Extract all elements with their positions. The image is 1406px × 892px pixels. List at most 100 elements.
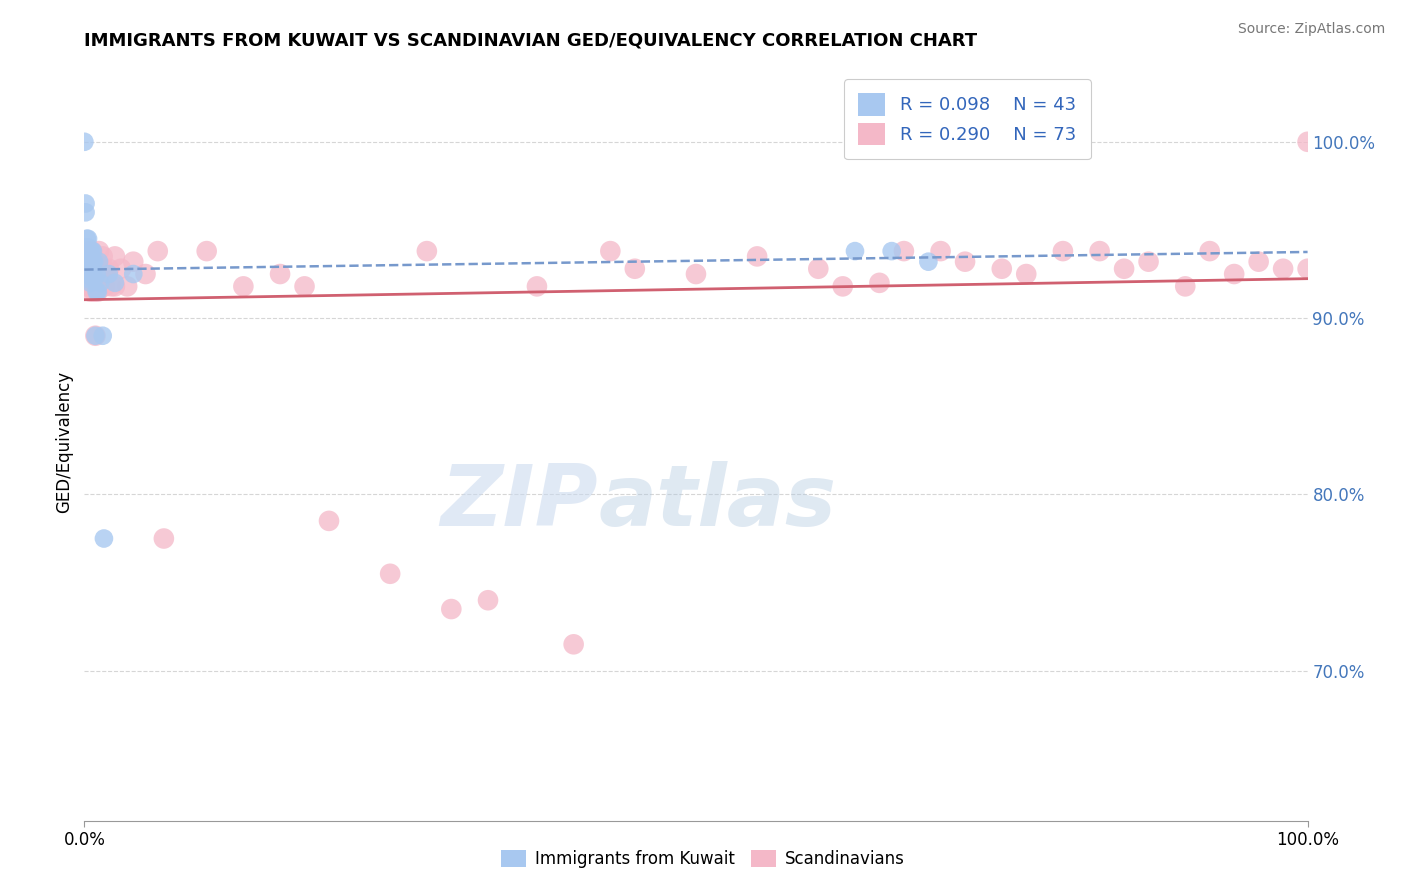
Point: [87, 285, 110, 299]
Point: [77, 241, 100, 255]
Point: [93, 532, 115, 546]
Point: [77, 244, 100, 259]
Point: [929, 244, 952, 259]
Point: [76, 232, 98, 246]
Point: [76, 258, 98, 272]
Point: [115, 279, 138, 293]
Y-axis label: GED/Equivalency: GED/Equivalency: [55, 370, 73, 513]
Point: [77, 261, 100, 276]
Point: [917, 254, 939, 268]
Point: [844, 244, 866, 259]
Legend: Immigrants from Kuwait, Scandinavians: Immigrants from Kuwait, Scandinavians: [495, 843, 911, 875]
Point: [599, 244, 621, 259]
Point: [84, 328, 107, 343]
Point: [75, 249, 97, 263]
Point: [77, 267, 100, 281]
Point: [82, 249, 104, 263]
Point: [807, 261, 830, 276]
Point: [82, 254, 104, 268]
Point: [1015, 267, 1038, 281]
Point: [77, 249, 100, 263]
Point: [1137, 254, 1160, 268]
Point: [953, 254, 976, 268]
Point: [1296, 135, 1319, 149]
Point: [104, 279, 127, 293]
Point: [440, 602, 463, 616]
Point: [269, 267, 291, 281]
Point: [77, 249, 100, 263]
Point: [79, 249, 101, 263]
Point: [77, 258, 100, 272]
Point: [83, 285, 105, 299]
Point: [93, 261, 115, 276]
Legend: R = 0.098    N = 43, R = 0.290    N = 73: R = 0.098 N = 43, R = 0.290 N = 73: [844, 79, 1091, 159]
Point: [80, 267, 103, 281]
Point: [87, 285, 110, 299]
Point: [104, 276, 127, 290]
Point: [75, 261, 97, 276]
Point: [79, 244, 101, 259]
Point: [89, 276, 111, 290]
Point: [75, 196, 97, 211]
Point: [880, 244, 903, 259]
Point: [83, 272, 105, 286]
Point: [318, 514, 340, 528]
Point: [294, 279, 316, 293]
Point: [76, 279, 98, 293]
Point: [82, 267, 104, 281]
Point: [86, 285, 108, 299]
Point: [79, 249, 101, 263]
Point: [110, 261, 132, 276]
Point: [893, 244, 915, 259]
Point: [86, 267, 108, 281]
Point: [97, 267, 120, 281]
Point: [83, 261, 105, 276]
Point: [96, 267, 118, 281]
Point: [77, 249, 100, 263]
Point: [195, 244, 218, 259]
Point: [1296, 261, 1319, 276]
Point: [97, 261, 120, 276]
Point: [416, 244, 439, 259]
Point: [77, 232, 100, 246]
Point: [232, 279, 254, 293]
Point: [991, 261, 1014, 276]
Point: [869, 276, 891, 290]
Point: [77, 258, 100, 272]
Point: [153, 532, 176, 546]
Point: [685, 267, 707, 281]
Point: [83, 254, 105, 268]
Point: [79, 285, 101, 299]
Point: [86, 261, 108, 276]
Text: atlas: atlas: [598, 460, 837, 544]
Point: [122, 267, 145, 281]
Point: [79, 261, 101, 276]
Point: [1198, 244, 1220, 259]
Point: [80, 244, 103, 259]
Point: [73, 249, 96, 263]
Point: [1088, 244, 1111, 259]
Point: [79, 261, 101, 276]
Point: [1052, 244, 1074, 259]
Point: [87, 254, 110, 268]
Point: [831, 279, 853, 293]
Point: [526, 279, 548, 293]
Text: IMMIGRANTS FROM KUWAIT VS SCANDINAVIAN GED/EQUIVALENCY CORRELATION CHART: IMMIGRANTS FROM KUWAIT VS SCANDINAVIAN G…: [84, 32, 977, 50]
Point: [75, 205, 97, 219]
Point: [477, 593, 499, 607]
Point: [135, 267, 157, 281]
Point: [100, 279, 122, 293]
Point: [77, 261, 100, 276]
Text: ZIP: ZIP: [440, 460, 598, 544]
Point: [122, 254, 145, 268]
Point: [1223, 267, 1246, 281]
Point: [1114, 261, 1136, 276]
Point: [84, 254, 107, 268]
Point: [89, 267, 111, 281]
Text: Source: ZipAtlas.com: Source: ZipAtlas.com: [1237, 22, 1385, 37]
Point: [77, 272, 100, 286]
Point: [1272, 261, 1295, 276]
Point: [91, 249, 114, 263]
Point: [624, 261, 647, 276]
Point: [80, 261, 103, 276]
